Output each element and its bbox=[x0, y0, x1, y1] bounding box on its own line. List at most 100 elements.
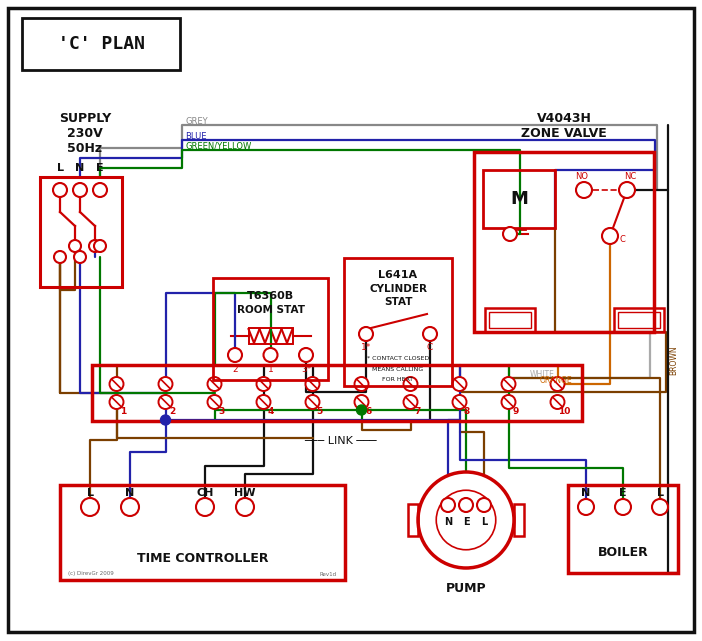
Circle shape bbox=[305, 377, 319, 391]
Bar bbox=[614, 308, 664, 332]
Text: L: L bbox=[481, 517, 487, 527]
Text: NC: NC bbox=[624, 172, 636, 181]
Circle shape bbox=[652, 499, 668, 515]
Text: (c) DirevGr 2009: (c) DirevGr 2009 bbox=[68, 572, 114, 576]
Text: 230V: 230V bbox=[67, 126, 103, 140]
Text: CH: CH bbox=[197, 488, 213, 498]
Circle shape bbox=[208, 377, 222, 391]
Circle shape bbox=[619, 182, 635, 198]
Circle shape bbox=[256, 395, 270, 409]
Text: 1: 1 bbox=[120, 407, 126, 416]
Circle shape bbox=[110, 377, 124, 391]
Text: 4: 4 bbox=[267, 407, 274, 416]
Circle shape bbox=[94, 240, 106, 252]
Circle shape bbox=[305, 395, 319, 409]
Circle shape bbox=[453, 377, 467, 391]
Circle shape bbox=[550, 395, 564, 409]
Text: ─── LINK ───: ─── LINK ─── bbox=[304, 436, 376, 446]
Text: * CONTACT CLOSED: * CONTACT CLOSED bbox=[367, 356, 429, 360]
Text: SUPPLY: SUPPLY bbox=[59, 112, 111, 124]
Circle shape bbox=[501, 395, 515, 409]
Text: TIME CONTROLLER: TIME CONTROLLER bbox=[137, 551, 268, 565]
Circle shape bbox=[93, 183, 107, 197]
Circle shape bbox=[602, 228, 618, 244]
Circle shape bbox=[110, 395, 124, 409]
Circle shape bbox=[355, 377, 369, 391]
Bar bbox=[344, 258, 452, 386]
Text: E: E bbox=[619, 488, 627, 498]
Text: ORANGE: ORANGE bbox=[540, 376, 573, 385]
Circle shape bbox=[423, 327, 437, 341]
Circle shape bbox=[404, 395, 418, 409]
Circle shape bbox=[236, 498, 254, 516]
Circle shape bbox=[196, 498, 214, 516]
Bar bbox=[40, 177, 122, 287]
Circle shape bbox=[208, 395, 222, 409]
Circle shape bbox=[263, 348, 277, 362]
Text: 2: 2 bbox=[169, 407, 176, 416]
Circle shape bbox=[159, 377, 173, 391]
Circle shape bbox=[355, 395, 369, 409]
Circle shape bbox=[357, 405, 366, 415]
Bar bbox=[618, 312, 660, 328]
Bar bbox=[22, 18, 180, 70]
Text: L: L bbox=[656, 488, 663, 498]
Bar bbox=[92, 365, 582, 421]
Text: 1: 1 bbox=[267, 365, 273, 374]
Text: T6360B: T6360B bbox=[247, 291, 294, 301]
Text: E: E bbox=[463, 517, 470, 527]
Text: 2: 2 bbox=[232, 365, 238, 374]
Text: FOR HEAT: FOR HEAT bbox=[383, 376, 413, 381]
Bar bbox=[60, 485, 345, 580]
Circle shape bbox=[73, 183, 87, 197]
Text: PUMP: PUMP bbox=[446, 581, 486, 594]
Circle shape bbox=[121, 498, 139, 516]
Circle shape bbox=[159, 395, 173, 409]
Text: C: C bbox=[619, 235, 625, 244]
Text: 9: 9 bbox=[512, 407, 519, 416]
Circle shape bbox=[53, 183, 67, 197]
Text: BOILER: BOILER bbox=[597, 547, 649, 560]
Circle shape bbox=[228, 348, 242, 362]
Circle shape bbox=[54, 251, 66, 263]
Text: 1*: 1* bbox=[361, 342, 371, 351]
Text: N: N bbox=[75, 163, 85, 173]
Text: 5: 5 bbox=[317, 407, 323, 416]
Text: HW: HW bbox=[234, 488, 256, 498]
Circle shape bbox=[69, 240, 81, 252]
Circle shape bbox=[615, 499, 631, 515]
Text: L641A: L641A bbox=[378, 270, 418, 280]
Text: WHITE: WHITE bbox=[530, 369, 555, 378]
Circle shape bbox=[578, 499, 594, 515]
Circle shape bbox=[501, 377, 515, 391]
Text: BROWN: BROWN bbox=[669, 345, 678, 375]
Circle shape bbox=[477, 498, 491, 512]
Bar bbox=[408, 504, 418, 536]
Text: N: N bbox=[581, 488, 590, 498]
Circle shape bbox=[441, 498, 455, 512]
Text: C: C bbox=[427, 342, 433, 351]
Circle shape bbox=[576, 182, 592, 198]
Circle shape bbox=[299, 348, 313, 362]
Bar bbox=[213, 278, 328, 380]
Text: GREY: GREY bbox=[185, 117, 208, 126]
Bar bbox=[474, 152, 654, 332]
Bar bbox=[483, 170, 555, 228]
Bar bbox=[489, 312, 531, 328]
Circle shape bbox=[550, 377, 564, 391]
Text: GREEN/YELLOW: GREEN/YELLOW bbox=[185, 142, 251, 151]
Bar bbox=[568, 485, 678, 573]
Text: 7: 7 bbox=[414, 407, 420, 416]
Text: BLUE: BLUE bbox=[185, 131, 206, 140]
Text: Rev1d: Rev1d bbox=[320, 572, 337, 576]
Text: L: L bbox=[86, 488, 93, 498]
Text: E: E bbox=[96, 163, 104, 173]
Text: 10: 10 bbox=[558, 407, 571, 416]
Text: NO: NO bbox=[576, 172, 588, 181]
Text: MEANS CALLING: MEANS CALLING bbox=[372, 367, 423, 372]
Circle shape bbox=[418, 472, 514, 568]
Bar bbox=[485, 308, 535, 332]
Text: V4043H: V4043H bbox=[536, 112, 592, 124]
Circle shape bbox=[453, 395, 467, 409]
Circle shape bbox=[74, 251, 86, 263]
